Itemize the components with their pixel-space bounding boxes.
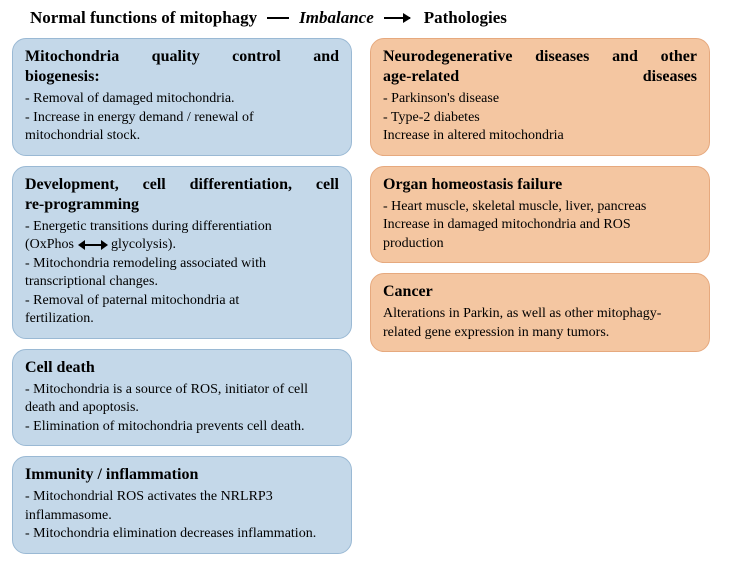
left-box-0-line-0: - Removal of damaged mitochondria. (25, 90, 339, 108)
left-box-2-line-1: death and apoptosis. (25, 399, 339, 417)
right-box-1-line-2: production (383, 235, 697, 253)
left-box-1-line-4: - Removal of paternal mitochondria at (25, 292, 339, 310)
header-left: Normal functions of mitophagy (30, 8, 257, 28)
left-box-0-title: Mitochondria quality control andbiogenes… (25, 47, 339, 87)
left-box-1-line-0: - Energetic transitions during different… (25, 218, 339, 236)
arrow-right-icon (384, 17, 410, 19)
left-box-1-title: Development, cell differentiation, cellr… (25, 175, 339, 215)
right-box-0-line-1: - Type-2 diabetes (383, 109, 697, 127)
left-box-0-body: - Removal of damaged mitochondria.- Incr… (25, 90, 339, 145)
bidirectional-arrow-icon (78, 240, 108, 250)
columns: Mitochondria quality control andbiogenes… (12, 38, 721, 554)
header-connector-line (267, 17, 289, 19)
left-box-0-line-1: - Increase in energy demand / renewal of (25, 109, 339, 127)
right-box-2: Cancer Alterations in Parkin, as well as … (370, 273, 710, 352)
right-box-0-line-0: - Parkinson's disease (383, 90, 697, 108)
left-box-3-line-2: - Mitochondria elimination decreases inf… (25, 525, 339, 543)
left-box-1-body: - Energetic transitions during different… (25, 218, 339, 328)
right-box-2-body: Alterations in Parkin, as well as other … (383, 305, 697, 341)
right-box-2-line-1: related gene expression in many tumors. (383, 324, 697, 342)
left-box-2: Cell death - Mitochondria is a source of … (12, 349, 352, 447)
left-column: Mitochondria quality control andbiogenes… (12, 38, 352, 554)
right-column: Neurodegenerative diseases and otherage-… (370, 38, 710, 352)
left-box-2-body: - Mitochondria is a source of ROS, initi… (25, 381, 339, 436)
header-right: Pathologies (424, 8, 507, 28)
left-box-1-line-1: (OxPhos glycolysis). (25, 236, 339, 254)
right-box-0-body: - Parkinson's disease- Type-2 diabetesIn… (383, 90, 697, 145)
left-box-0: Mitochondria quality control andbiogenes… (12, 38, 352, 156)
left-box-3-title: Immunity / inflammation (25, 465, 339, 485)
left-box-3-line-0: - Mitochondrial ROS activates the NRLRP3 (25, 488, 339, 506)
right-box-1-body: - Heart muscle, skeletal muscle, liver, … (383, 198, 697, 253)
left-box-3: Immunity / inflammation - Mitochondrial R… (12, 456, 352, 554)
left-box-2-title: Cell death (25, 358, 339, 378)
left-box-3-body: - Mitochondrial ROS activates the NRLRP3… (25, 488, 339, 543)
right-box-0: Neurodegenerative diseases and otherage-… (370, 38, 710, 156)
right-box-0-title: Neurodegenerative diseases and otherage-… (383, 47, 697, 87)
right-box-0-line-2: Increase in altered mitochondria (383, 127, 697, 145)
header-row: Normal functions of mitophagy Imbalance … (12, 8, 721, 28)
right-box-2-line-0: Alterations in Parkin, as well as other … (383, 305, 697, 323)
left-box-1-line-3: transcriptional changes. (25, 273, 339, 291)
left-box-3-line-1: inflammasome. (25, 507, 339, 525)
right-box-1-line-1: Increase in damaged mitochondria and ROS (383, 216, 697, 234)
right-box-1-line-0: - Heart muscle, skeletal muscle, liver, … (383, 198, 697, 216)
left-box-1-line-2: - Mitochondria remodeling associated wit… (25, 255, 339, 273)
header-middle: Imbalance (299, 8, 374, 28)
left-box-2-line-0: - Mitochondria is a source of ROS, initi… (25, 381, 339, 399)
left-box-1: Development, cell differentiation, cellr… (12, 166, 352, 339)
left-box-0-line-2: mitochondrial stock. (25, 127, 339, 145)
right-box-1: Organ homeostasis failure - Heart muscle,… (370, 166, 710, 264)
left-box-1-line-5: fertilization. (25, 310, 339, 328)
right-box-2-title: Cancer (383, 282, 697, 302)
right-box-1-title: Organ homeostasis failure (383, 175, 697, 195)
left-box-2-line-2: - Elimination of mitochondria prevents c… (25, 418, 339, 436)
